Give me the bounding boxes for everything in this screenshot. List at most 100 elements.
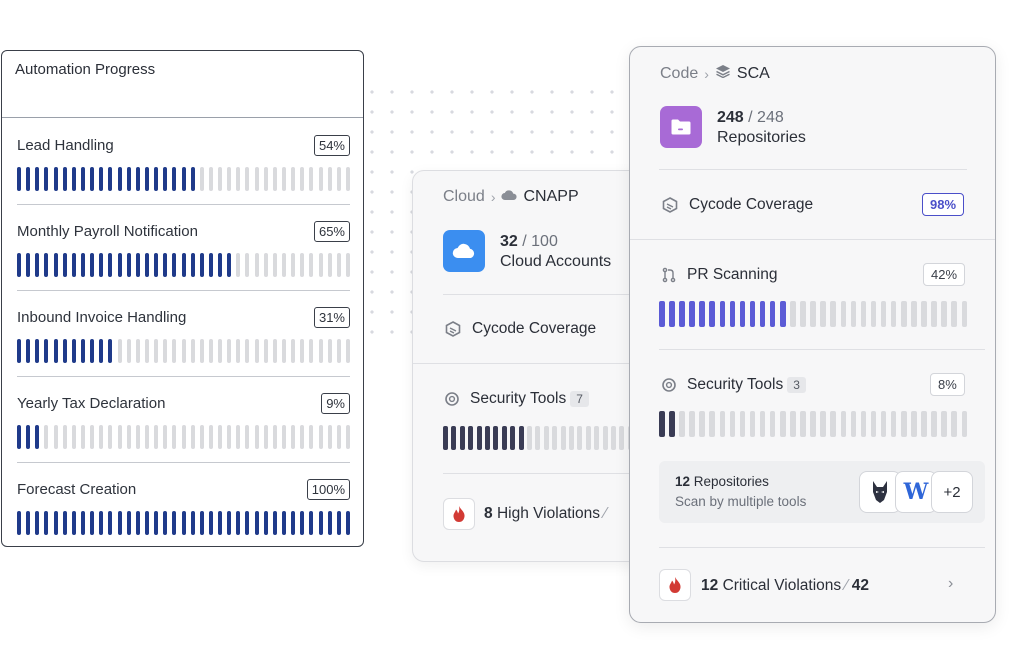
progress-segment: [80, 339, 85, 363]
progress-segment: [135, 167, 140, 191]
progress-segment: [62, 425, 67, 449]
pr-scanning-row[interactable]: PR Scanning: [661, 266, 777, 284]
progress-segment: [71, 425, 76, 449]
security-tools-progress-bar: [443, 426, 651, 450]
pr-scanning-progress-bar: [659, 301, 967, 327]
progress-segment: [309, 253, 314, 277]
critical-violations-text[interactable]: 12 Critical Violations ⁄ 42: [701, 577, 869, 595]
folder-icon: [671, 119, 691, 135]
progress-segment: [327, 253, 332, 277]
cycode-coverage-row[interactable]: Cycode Coverage: [444, 320, 596, 338]
security-tools-row[interactable]: Security Tools 3: [661, 376, 806, 394]
progress-segment: [810, 301, 816, 327]
tool-badge-fox[interactable]: [859, 471, 901, 513]
cycode-coverage-row[interactable]: Cycode Coverage: [661, 196, 813, 214]
task-row-forecast-creation: Forecast Creation 100%: [17, 463, 350, 546]
progress-segment: [291, 253, 296, 277]
progress-segment: [921, 301, 927, 327]
progress-segment: [236, 425, 241, 449]
progress-segment: [890, 301, 897, 327]
divider: [443, 473, 651, 474]
progress-segment: [90, 339, 95, 363]
progress-segment: [35, 339, 40, 363]
breadcrumb-parent[interactable]: Cloud: [443, 188, 485, 205]
progress-segment: [236, 339, 241, 363]
progress-segment: [99, 339, 104, 363]
progress-segment: [181, 167, 186, 191]
progress-segment: [181, 253, 186, 277]
progress-segment: [476, 426, 482, 450]
progress-segment: [154, 511, 159, 535]
progress-segment: [181, 339, 186, 363]
progress-segment: [90, 253, 95, 277]
progress-segment: [820, 411, 826, 437]
progress-segment: [227, 339, 232, 363]
progress-segment: [26, 425, 31, 449]
progress-segment: [245, 253, 250, 277]
progress-segment: [870, 411, 877, 437]
high-violations-text[interactable]: 8 High Violations ⁄: [484, 505, 611, 523]
progress-segment: [44, 511, 49, 535]
task-name: Yearly Tax Declaration: [17, 395, 166, 412]
multi-tool-repositories-box[interactable]: 12 Repositories Scan by multiple tools W…: [659, 461, 985, 523]
progress-segment: [236, 167, 241, 191]
breadcrumb-parent[interactable]: Code: [660, 64, 699, 82]
cloud-icon: [501, 188, 518, 206]
progress-segment: [154, 253, 159, 277]
progress-segment: [602, 426, 608, 450]
coverage-percent-badge: 98%: [922, 193, 965, 216]
repositories-count-value: 248: [717, 109, 744, 126]
flame-icon: [669, 577, 681, 593]
progress-segment: [890, 411, 897, 437]
progress-segment: [35, 253, 40, 277]
progress-segment: [53, 339, 58, 363]
progress-segment: [117, 511, 122, 535]
critical-violations-count: 12: [701, 577, 719, 594]
progress-segment: [769, 411, 776, 437]
progress-segment: [880, 301, 887, 327]
progress-segment: [135, 253, 140, 277]
progress-segment: [451, 426, 457, 450]
progress-segment: [208, 253, 213, 277]
progress-segment: [318, 339, 323, 363]
progress-segment: [493, 426, 499, 450]
progress-segment: [459, 426, 465, 450]
progress-segment: [901, 411, 907, 437]
divider: [413, 363, 651, 364]
progress-segment: [245, 511, 250, 535]
progress-segment: [585, 426, 591, 450]
progress-segment: [911, 301, 917, 327]
progress-segment: [780, 301, 786, 327]
progress-segment: [594, 426, 600, 450]
progress-segment: [300, 511, 305, 535]
progress-segment: [318, 425, 323, 449]
progress-segment: [709, 411, 715, 437]
progress-segment: [336, 511, 341, 535]
progress-segment: [759, 411, 766, 437]
progress-segment: [80, 425, 85, 449]
chevron-right-icon[interactable]: ›: [948, 575, 954, 592]
task-row-lead-handling: Lead Handling 54%: [17, 119, 350, 205]
automation-card-title: Automation Progress: [15, 61, 156, 78]
progress-segment: [163, 167, 168, 191]
progress-segment: [227, 425, 232, 449]
multi-tool-repos-label: Repositories: [693, 474, 769, 489]
progress-segment: [860, 411, 867, 437]
progress-segment: [254, 253, 259, 277]
security-tools-row[interactable]: Security Tools 7: [444, 390, 589, 408]
progress-segment: [53, 253, 58, 277]
progress-segment: [263, 511, 268, 535]
progress-segment: [218, 339, 223, 363]
progress-segment: [208, 511, 213, 535]
progress-segment: [163, 253, 168, 277]
progress-segment: [26, 511, 31, 535]
progress-segment: [190, 167, 195, 191]
progress-segment: [108, 167, 113, 191]
tool-badge-w[interactable]: W: [895, 471, 937, 513]
progress-segment: [263, 253, 268, 277]
tool-badge-more[interactable]: +2: [931, 471, 973, 513]
task-progress-bar: [17, 339, 350, 363]
progress-segment: [346, 253, 350, 277]
progress-segment: [108, 253, 113, 277]
progress-segment: [172, 425, 177, 449]
